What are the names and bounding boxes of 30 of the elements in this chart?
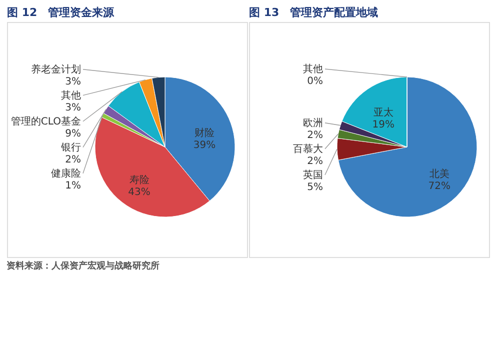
slice-label: 寿险 [129,174,150,186]
category-label: 其他 [303,64,323,75]
slice-label: 北美 [429,168,450,180]
slice-label: 欧洲 [303,116,323,129]
data-label: 3% [65,102,81,114]
slice-label: 亚太 [373,106,394,118]
data-label: 5% [307,182,323,193]
data-label: 2% [65,154,81,166]
slice-label: 银行 [60,142,81,154]
data-label: 9% [65,128,81,140]
chart-title: 图 12 管理资金来源 [7,6,116,19]
slice-label: 健康险 [51,167,81,180]
slice-label: 其他 [61,89,81,102]
slice-label: 财险 [194,126,215,139]
text: 0% [307,76,323,87]
data-label: 2% [307,130,323,141]
slice-label: 英国 [303,168,323,181]
data-label: 39% [193,140,216,151]
data-label: 2% [307,156,323,167]
data-label: 1% [65,180,81,192]
data-label: 19% [372,119,395,130]
chart-title: 图 13 管理资产配置地域 [249,6,378,19]
text: 资料来源：人保资产宏观与战略研究所 [6,260,160,272]
data-label: 3% [65,76,81,88]
data-label: 43% [128,187,150,198]
pie-slice [338,76,478,218]
data-label: 72% [428,180,450,192]
slice-label: 养老金计划 [31,63,81,76]
slice-label: 管理的CLO基金 [10,115,81,128]
slice-label: 百慕大 [293,142,323,155]
